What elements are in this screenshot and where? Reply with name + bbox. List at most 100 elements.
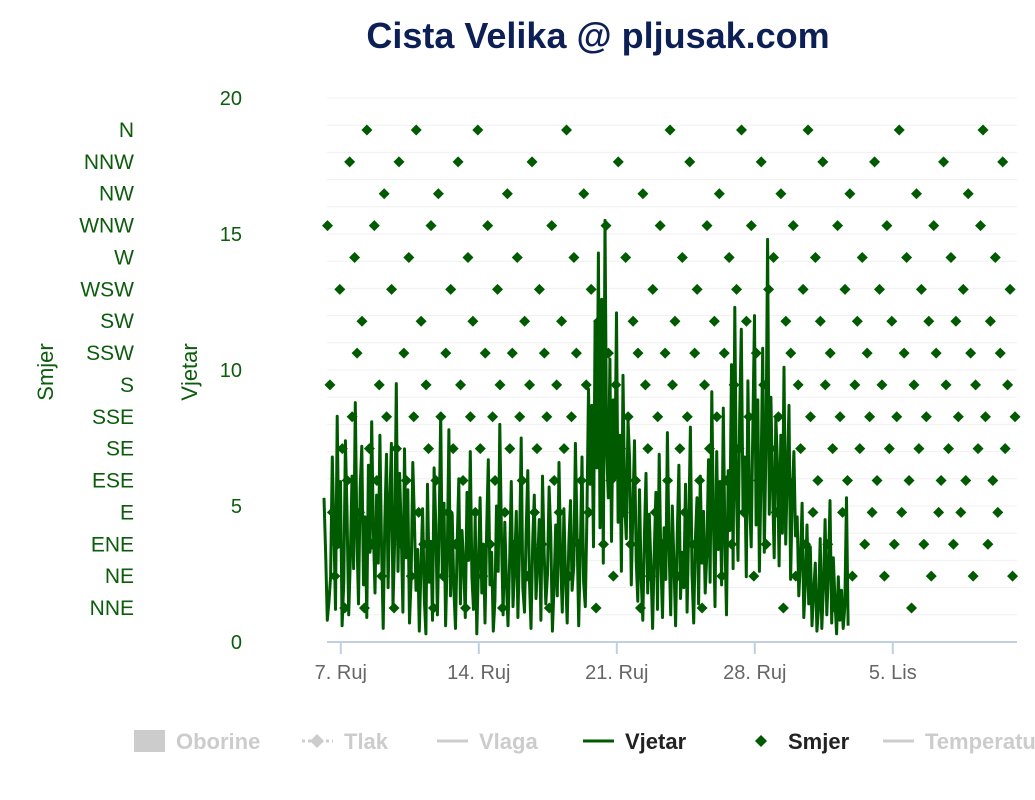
direction-label: S [120,374,134,397]
direction-point [639,379,651,391]
direction-label: ENE [91,533,134,556]
direction-point [634,602,646,614]
direction-point [435,411,447,423]
wind-tick-label: 20 [220,88,242,110]
direction-point [982,538,994,550]
direction-point [551,379,563,391]
direction-point [339,602,351,614]
direction-label: SSW [86,342,134,365]
legend-label: Tlak [344,729,389,754]
direction-point [654,220,666,232]
legend-item-smjer[interactable]: Smjer [755,729,850,754]
direction-point [381,411,393,423]
direction-point [585,283,597,295]
legend-item-vjetar[interactable]: Vjetar [583,729,687,754]
direction-point [671,570,683,582]
direction-point [841,475,853,487]
direction-point [354,506,366,518]
direction-point [832,220,844,232]
direction-point [595,411,607,423]
direction-point [489,475,501,487]
direction-point [696,602,708,614]
legend-symbol [755,735,767,747]
direction-point [866,506,878,518]
direction-point [578,188,590,200]
direction-point [420,379,432,391]
direction-point [349,251,361,263]
direction-point [622,411,634,423]
direction-point [462,251,474,263]
legend-item-oborine[interactable]: Oborine [134,729,260,754]
direction-point [536,538,548,550]
direction-point [430,475,442,487]
direction-point [918,538,930,550]
direction-point [812,475,824,487]
direction-point [699,379,711,391]
direction-point [467,315,479,327]
legend-label: Vjetar [625,729,687,754]
direction-point [642,443,654,455]
direction-point [883,443,895,455]
direction-point [334,283,346,295]
x-tick-label: 5. Lis [869,662,917,684]
direction-point [432,188,444,200]
direction-point [802,124,814,136]
direction-point [620,251,632,263]
direction-point [329,570,341,582]
direction-point [361,124,373,136]
direction-point [975,220,987,232]
legend-item-tlak[interactable]: Tlak [302,729,389,754]
direction-point [686,538,698,550]
direction-point [881,220,893,232]
direction-point [669,315,681,327]
legend-item-temperatura[interactable]: Temperatura [883,729,1035,754]
direction-point [915,283,927,295]
direction-point [999,443,1011,455]
legend-label: Oborine [176,729,260,754]
direction-point [896,506,908,518]
x-tick-label: 14. Ruj [447,662,510,684]
direction-point [977,124,989,136]
direction-point [469,506,481,518]
direction-point [509,538,521,550]
direction-point [568,251,580,263]
direction-point [869,156,881,168]
direction-point [792,379,804,391]
direction-point [750,347,762,359]
direction-point [388,602,400,614]
direction-label: SE [106,438,134,461]
direction-point [797,283,809,295]
direction-point [728,379,740,391]
direction-point [580,379,592,391]
direction-point [563,570,575,582]
direction-point [960,475,972,487]
direction-point [809,251,821,263]
direction-point [942,443,954,455]
direction-point [933,506,945,518]
direction-point [366,538,378,550]
direction-point [625,538,637,550]
direction-label: NNE [90,597,134,620]
direction-point [398,347,410,359]
direction-point [336,443,348,455]
direction-point [733,443,745,455]
legend-item-vlaga[interactable]: Vlaga [437,729,538,754]
direction-point [442,506,454,518]
direction-point [605,475,617,487]
direction-point [864,411,876,423]
direction-point [871,475,883,487]
direction-point [834,411,846,423]
direction-point [701,220,713,232]
direction-point [331,538,343,550]
direction-point [800,538,812,550]
direction-point [597,538,609,550]
direction-point [891,411,903,423]
direction-point [979,411,991,423]
direction-point [888,538,900,550]
legend-label: Smjer [788,729,850,754]
direction-point [632,347,644,359]
direction-point [886,315,898,327]
direction-point [457,475,469,487]
wind-tick-label: 10 [220,360,242,382]
direction-point [876,379,888,391]
